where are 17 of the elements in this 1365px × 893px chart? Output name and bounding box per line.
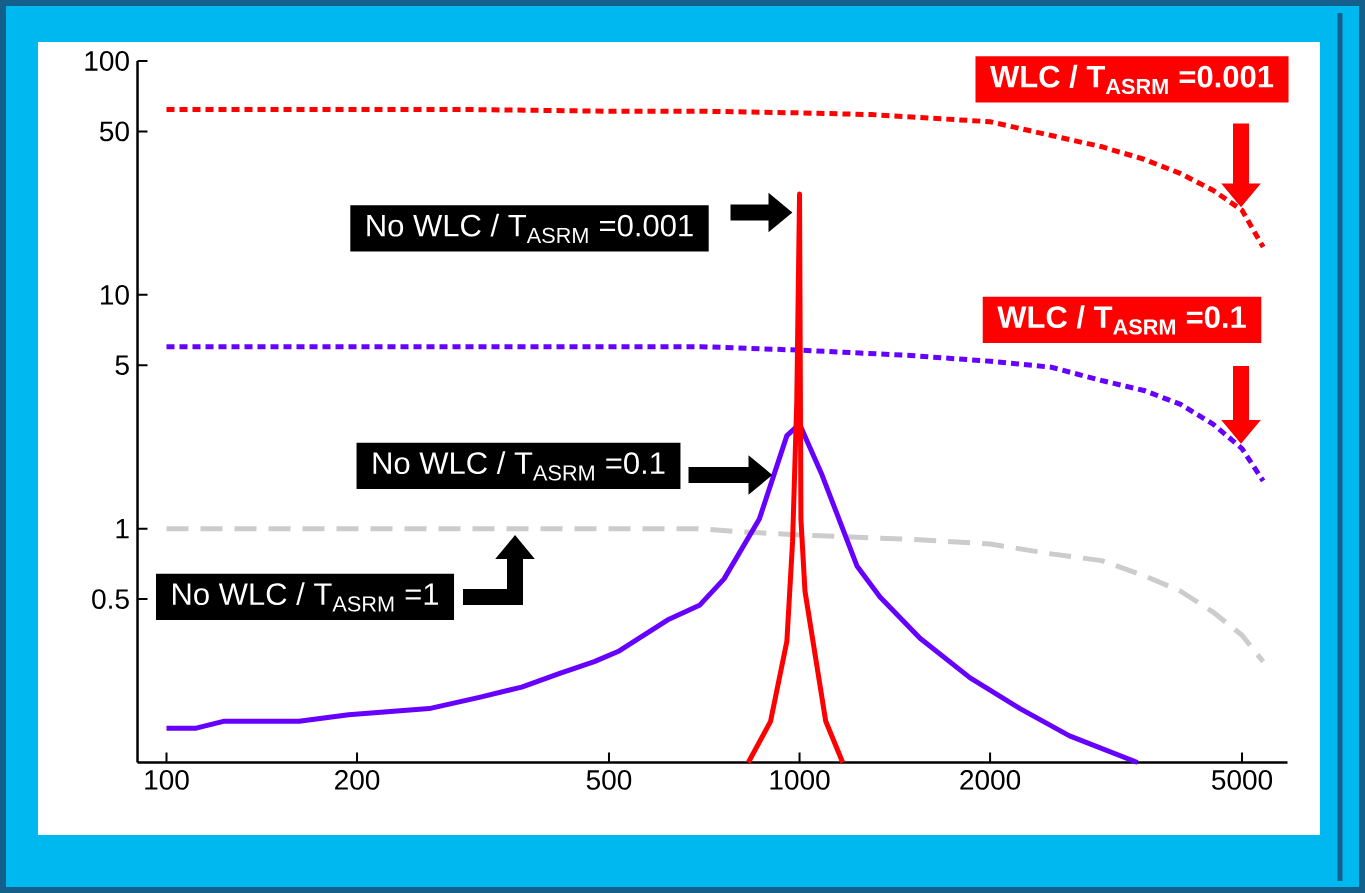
annotation: No WLC / T$_{ASRM}$ =0.001 bbox=[367, 213, 693, 244]
x-tick-label: 5000 bbox=[1211, 770, 1273, 790]
x-tick-label: 1000 bbox=[770, 770, 830, 790]
y-tick-label: 0.5 bbox=[92, 589, 129, 609]
annotation: No WLC / T$_{ASRM}$ =0.1 bbox=[373, 451, 665, 481]
annotation: WLC / T$_{ASRM}$ =0.1 bbox=[997, 305, 1246, 335]
y-tick-label: 5 bbox=[115, 355, 129, 375]
x-tick-label: 200 bbox=[335, 770, 380, 790]
y-tick-label: 100 bbox=[85, 51, 129, 71]
y-tick-label: 1 bbox=[116, 519, 129, 539]
x-tick-label: 2000 bbox=[960, 770, 1021, 790]
annotation: No WLC / T$_{ASRM}$ =1 bbox=[173, 582, 439, 612]
x-tick-label: 100 bbox=[145, 770, 189, 790]
y-tick-label: 10 bbox=[100, 284, 129, 305]
annotation: WLC / T$_{ASRM}$ =0.001 bbox=[990, 64, 1274, 95]
x-tick-label: 500 bbox=[586, 770, 632, 790]
y-tick-label: 50 bbox=[99, 121, 129, 142]
